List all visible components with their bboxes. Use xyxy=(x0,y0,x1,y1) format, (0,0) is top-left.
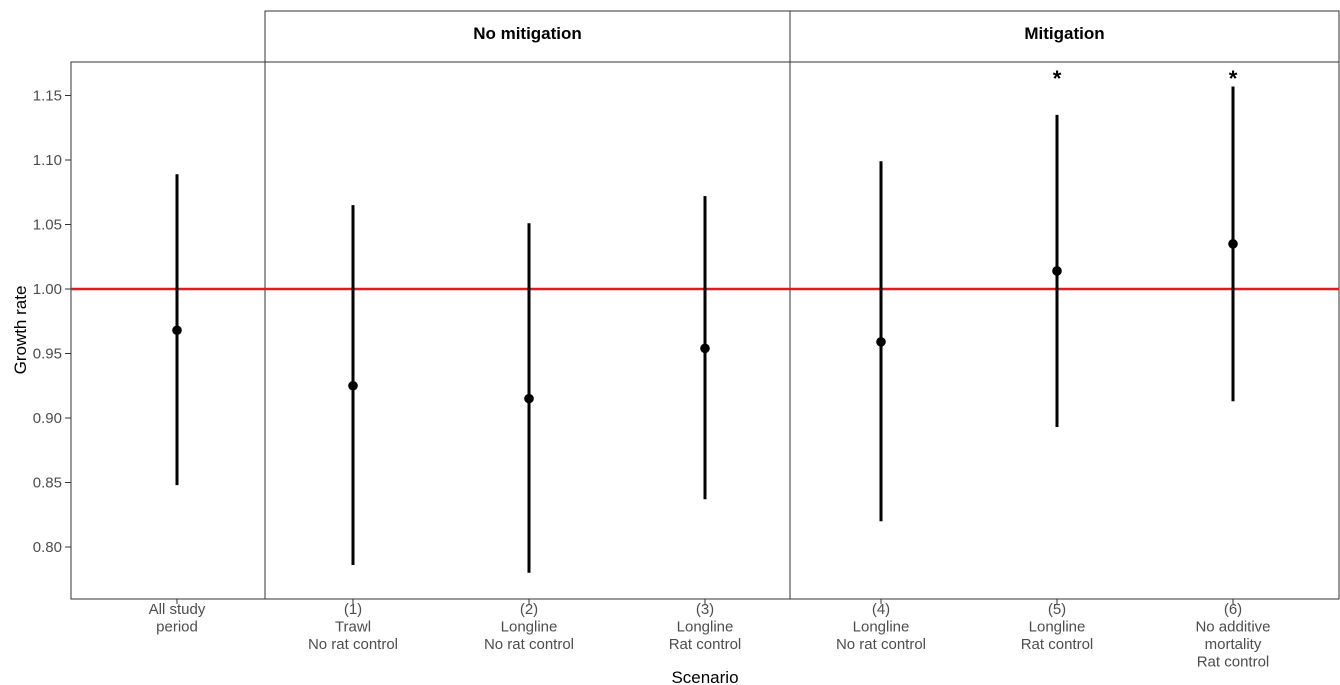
significance-marker: * xyxy=(1229,66,1238,91)
y-tick-label: 0.90 xyxy=(33,410,62,427)
facet-strip xyxy=(789,10,1340,63)
data-layer: * * xyxy=(172,66,1238,573)
y-tick-label: 0.85 xyxy=(33,475,62,492)
significance-marker: * xyxy=(1053,66,1062,91)
x-tick-label: (3) Longline Rat control xyxy=(669,601,742,653)
facet-strip xyxy=(264,10,791,63)
x-tick-label: (4) Longline No rat control xyxy=(836,601,926,653)
x-tick-label: (5) Longline Rat control xyxy=(1021,601,1094,653)
y-tick-label: 0.80 xyxy=(33,539,62,556)
data-point xyxy=(172,325,182,336)
data-point xyxy=(1228,239,1238,249)
x-tick-label: (6) No additive mortality Rat control xyxy=(1195,601,1270,671)
y-axis: 0.80 0.85 0.90 0.95 1.00 1.05 1.10 1.15 xyxy=(33,88,71,556)
x-tick-label: (2) Longline No rat control xyxy=(484,601,574,653)
y-tick-label: 1.10 xyxy=(33,152,62,169)
facet-title: No mitigation xyxy=(473,24,582,43)
y-tick-label: 1.05 xyxy=(33,217,62,234)
data-point xyxy=(876,337,886,347)
facet-layer: No mitigation Mitigation xyxy=(70,10,1340,600)
x-axis: All study period (1) Trawl No rat control (2)… xyxy=(149,599,1271,671)
y-axis-title: Growth rate xyxy=(11,286,30,375)
data-point xyxy=(1052,266,1062,276)
y-tick-label: 1.00 xyxy=(33,281,62,298)
x-tick-label: All study period xyxy=(149,601,206,636)
facet-panel xyxy=(70,61,266,600)
x-axis-title: Scenario xyxy=(671,668,738,685)
facet-title: Mitigation xyxy=(1024,24,1104,43)
data-point xyxy=(700,343,710,354)
y-tick-label: 1.15 xyxy=(33,88,62,105)
x-tick-label: (1) Trawl No rat control xyxy=(308,601,398,653)
data-point xyxy=(524,393,534,404)
facet-panel xyxy=(789,61,1340,600)
data-point xyxy=(348,380,358,391)
y-tick-label: 0.95 xyxy=(33,346,62,363)
